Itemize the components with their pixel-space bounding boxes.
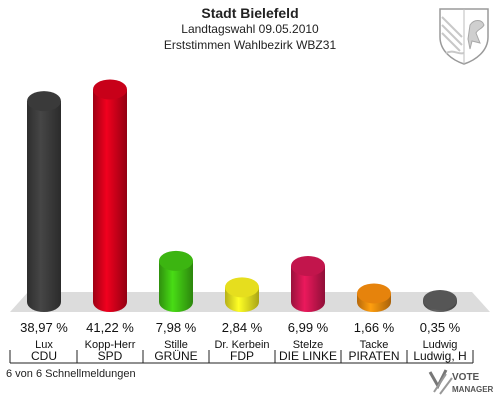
bar-body bbox=[27, 101, 61, 312]
value-label: 7,98 % bbox=[156, 320, 197, 335]
value-label: 2,84 % bbox=[222, 320, 263, 335]
bar-top bbox=[225, 277, 259, 298]
footer-note: 6 von 6 Schnellmeldungen bbox=[6, 368, 136, 380]
bar-cdu bbox=[27, 91, 61, 312]
bar-body bbox=[93, 89, 127, 312]
bar-gr-ne bbox=[159, 250, 193, 312]
bar-ludwig-h bbox=[423, 290, 457, 312]
value-label: 0,35 % bbox=[420, 320, 461, 335]
candidate-label: Stille bbox=[164, 339, 188, 351]
candidate-label: Ludwig bbox=[423, 339, 458, 351]
chart-title: Stadt Bielefeld bbox=[201, 5, 299, 21]
bar-spd bbox=[93, 79, 127, 312]
bar-top bbox=[291, 255, 325, 276]
category-label: Ludwig, H bbox=[413, 349, 466, 363]
logo-manager-text: MANAGER bbox=[452, 385, 494, 394]
category-label: SPD bbox=[98, 349, 123, 363]
bar-top bbox=[93, 79, 127, 100]
logo-vote-text: VOTE bbox=[452, 372, 480, 383]
bar-body bbox=[291, 265, 325, 312]
bar-fdp bbox=[225, 277, 259, 312]
coat-of-arms-icon bbox=[439, 8, 489, 65]
bar-top bbox=[27, 91, 61, 112]
value-label: 41,22 % bbox=[86, 320, 134, 335]
bar-top bbox=[423, 290, 457, 310]
bar-die-linke bbox=[291, 255, 325, 312]
candidate-label: Kopp-Herr bbox=[85, 339, 136, 351]
candidate-label: Dr. Kerbein bbox=[214, 339, 269, 351]
bar-top bbox=[159, 250, 193, 271]
bar-body bbox=[159, 260, 193, 312]
candidate-label: Lux bbox=[35, 339, 53, 351]
chart-subtitle-district: Erststimmen Wahlbezirk WBZ31 bbox=[163, 38, 337, 52]
category-label: CDU bbox=[31, 349, 57, 363]
votemanager-logo: VOTE MANAGER bbox=[428, 369, 494, 395]
bar-piraten bbox=[357, 283, 391, 312]
category-label: PIRATEN bbox=[348, 349, 399, 363]
bar-top bbox=[357, 283, 391, 304]
candidate-label: Stelze bbox=[293, 339, 324, 351]
chart-subtitle-election: Landtagswahl 09.05.2010 bbox=[181, 22, 319, 36]
category-label: DIE LINKE bbox=[279, 349, 337, 363]
value-label: 6,99 % bbox=[288, 320, 329, 335]
candidate-label: Tacke bbox=[360, 339, 389, 351]
value-label: 38,97 % bbox=[20, 320, 68, 335]
category-axis bbox=[9, 350, 474, 364]
category-label: FDP bbox=[230, 349, 254, 363]
category-label: GRÜNE bbox=[154, 349, 197, 363]
value-label: 1,66 % bbox=[354, 320, 395, 335]
